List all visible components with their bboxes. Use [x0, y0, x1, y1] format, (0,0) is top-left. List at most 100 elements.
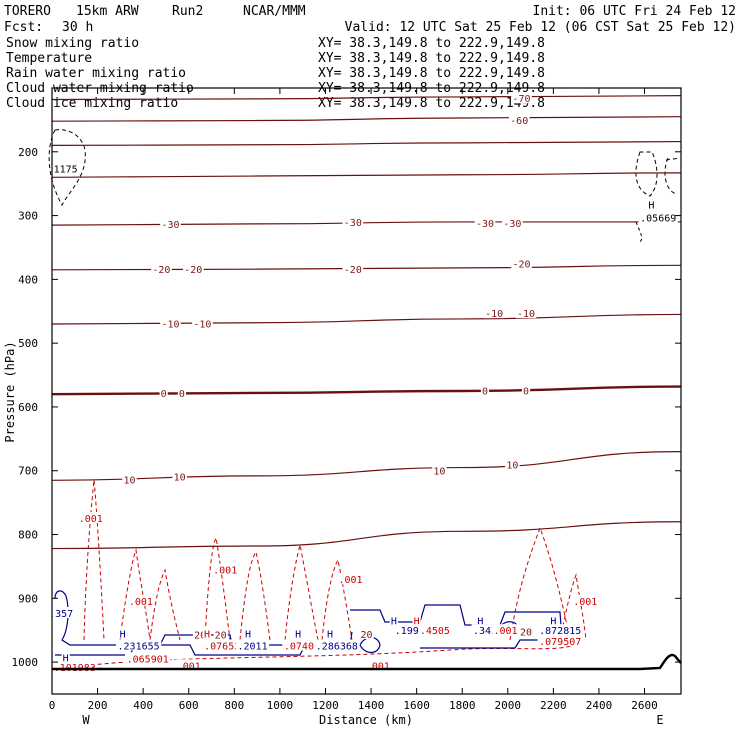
field-xy: XY= 38.3,149.8 to 222.9,149.8	[318, 66, 545, 81]
contour-label: H	[648, 201, 654, 212]
contour-label-bg	[537, 635, 583, 647]
contour-label: 10	[506, 460, 518, 471]
contour-label: -10	[517, 309, 535, 320]
contour-label: .286368	[316, 642, 358, 653]
contour-label: 0	[523, 386, 529, 397]
y-tick-label: 200	[18, 146, 38, 159]
contour-label: H	[120, 629, 126, 640]
rain-water-contour	[204, 536, 231, 641]
contour-label-bg	[432, 464, 447, 476]
contour-label-bg	[359, 628, 374, 640]
x-end-label: E	[656, 713, 663, 727]
field-name: Temperature	[6, 51, 92, 66]
contour-label: -10	[193, 319, 211, 330]
contour-label: -70	[512, 94, 530, 105]
cloud-ice-contour	[664, 157, 681, 195]
contour-label-bg	[172, 470, 187, 482]
x-tick-label: 200	[88, 699, 108, 712]
y-tick-label: 700	[18, 465, 38, 478]
contour-label: 0	[482, 386, 488, 397]
contour-label-bg	[638, 211, 678, 223]
contour-label: H	[327, 629, 333, 640]
contour-label: .001	[493, 626, 517, 637]
isotherm-line	[51, 172, 682, 178]
contour-label: .342	[473, 626, 497, 637]
x-tick-label: 800	[224, 699, 244, 712]
contour-label-bg	[160, 317, 181, 329]
contour-label: 1175	[54, 164, 78, 175]
contour-label-bg	[537, 624, 583, 636]
contour-label: -20	[512, 259, 530, 270]
contour-label-bg	[474, 217, 496, 229]
contour-label: -20	[184, 265, 202, 276]
rain-water-contour	[119, 548, 151, 641]
contour-label: 20	[215, 631, 227, 642]
contour-label: 20	[194, 631, 206, 642]
contour-label-bg	[492, 624, 519, 636]
contour-label-bg	[115, 639, 162, 651]
header-fcst-value: 30 h	[62, 20, 93, 35]
contour-label: .2011	[237, 642, 267, 653]
rain-water-contour	[284, 544, 319, 641]
contour-label-bg	[177, 386, 187, 398]
contour-label-bg	[236, 639, 270, 651]
plot-frame	[51, 87, 682, 695]
x-axis-label: Distance (km)	[319, 713, 413, 727]
cloud-ice-contour	[635, 151, 658, 197]
contour-label-bg	[515, 307, 537, 319]
x-tick-label: 1600	[403, 699, 430, 712]
contour-label: H	[245, 629, 251, 640]
contour-label-bg	[393, 624, 427, 636]
contour-label: -20	[152, 265, 170, 276]
contour-label-bg	[483, 307, 505, 319]
contour-label: .4505	[420, 626, 450, 637]
contour-label: H	[477, 617, 483, 628]
contour-labels: -70 -60 -30 -30 -30 -30 -20 -20 -20 -20 -10 -10 -10 -…	[47, 92, 678, 674]
contour-label-bg	[151, 263, 172, 275]
contour-label: .001	[573, 597, 597, 608]
contour-label: 10	[123, 476, 135, 487]
field-name: Cloud ice mixing ratio	[6, 96, 178, 111]
contour-label: 20	[360, 630, 372, 641]
field-name: Snow mixing ratio	[6, 36, 139, 51]
contour-label-bg	[175, 659, 203, 671]
contour-label-bg	[192, 317, 213, 329]
x-tick-label: 400	[133, 699, 153, 712]
contour-label-bg	[182, 263, 204, 275]
contour-label-bg	[243, 627, 253, 639]
contour-label: .001	[339, 575, 363, 586]
contour-label: H	[414, 617, 420, 628]
isotherm-line	[51, 116, 682, 122]
contour-label-bg	[202, 627, 212, 639]
contour-label-bg	[192, 628, 208, 640]
contour-label: .074052	[284, 642, 326, 653]
contour-label: .231655	[118, 642, 160, 653]
contour-label-bg	[337, 573, 364, 585]
contour-label: H	[391, 617, 397, 628]
isotherm-line	[51, 95, 682, 101]
y-tick-label: 1000	[12, 656, 39, 669]
contour-label: 0	[179, 389, 185, 400]
x-tick-label: 1000	[267, 699, 294, 712]
x-tick-label: 2000	[495, 699, 522, 712]
x-tick-label: 600	[179, 699, 199, 712]
x-tick-label: 1800	[449, 699, 476, 712]
contour-label-bg	[211, 563, 239, 575]
y-tick-label: 900	[18, 592, 38, 605]
rain-water-contour	[559, 573, 587, 641]
contour-label-bg	[571, 594, 599, 606]
header-valid: Valid: 12 UTC Sat 25 Feb 12 (06 CST Sat …	[345, 20, 736, 35]
contour-label-bg	[647, 198, 656, 210]
contour-label: .001	[177, 661, 201, 672]
contour-label-bg	[342, 263, 364, 275]
y-axis-label: Pressure (hPa)	[3, 341, 17, 442]
contour-label: .357	[49, 609, 73, 620]
contour-label-bg	[521, 384, 531, 396]
contour-label: .079507	[539, 637, 581, 648]
y-tick-label: 400	[18, 273, 38, 286]
field-blobs	[48, 129, 681, 669]
contour-label-bg	[47, 606, 75, 618]
field-xy: XY= 38.3,149.8 to 222.9,149.8	[318, 36, 545, 51]
contour-label-bg	[160, 217, 181, 229]
